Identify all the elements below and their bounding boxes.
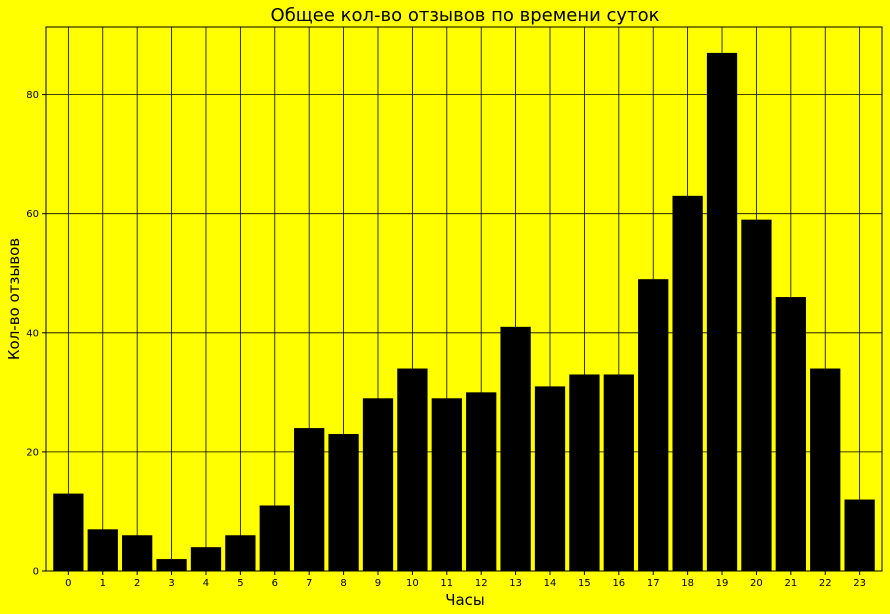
x-tick-label-23: 23 (853, 578, 866, 589)
x-tick-label-7: 7 (306, 578, 312, 589)
bar-hour-14 (534, 386, 566, 571)
x-axis: 0 1 2 3 4 5 6 7 8 9 10 11 12 13 14 15 16 17 18 19 20 21 22 23 (65, 571, 866, 589)
bar-hour-6 (259, 505, 290, 571)
x-tick-label-1: 1 (100, 578, 106, 589)
bars (53, 52, 875, 572)
bar-hour-12 (466, 392, 497, 571)
y-tick-label-60: 60 (26, 209, 39, 220)
bar-hour-9 (362, 398, 394, 571)
y-tick-label-20: 20 (26, 447, 39, 458)
y-axis: 0 20 40 60 80 (26, 90, 46, 578)
plot-frame (45, 26, 883, 572)
x-tick-label-17: 17 (647, 578, 660, 589)
x-tick-label-19: 19 (716, 578, 729, 589)
bar-hour-23 (844, 499, 875, 571)
x-tick-label-2: 2 (134, 578, 140, 589)
bar-hour-16 (603, 374, 634, 571)
x-axis-label: Часы (445, 591, 485, 609)
x-tick-label-16: 16 (612, 578, 625, 589)
bar-hour-17 (638, 279, 669, 571)
bar-hour-2 (122, 535, 153, 571)
bar-hour-10 (397, 368, 428, 571)
bar-hour-22 (810, 368, 841, 571)
bar-hour-21 (775, 297, 806, 571)
x-tick-label-21: 21 (784, 578, 797, 589)
x-tick-label-10: 10 (406, 578, 419, 589)
bar-hour-18 (672, 195, 703, 572)
bar-hour-20 (741, 219, 772, 571)
bar-hour-1 (87, 529, 118, 571)
y-tick-label-80: 80 (26, 90, 39, 101)
bar-hour-11 (431, 398, 462, 571)
x-tick-label-3: 3 (168, 578, 174, 589)
bar-hour-0 (53, 493, 84, 571)
y-tick-label-40: 40 (26, 328, 39, 339)
y-tick-label-0: 0 (33, 567, 39, 578)
x-tick-label-20: 20 (750, 578, 763, 589)
bar-hour-4 (190, 547, 222, 571)
x-tick-label-15: 15 (578, 578, 591, 589)
x-tick-label-12: 12 (475, 578, 488, 589)
x-tick-label-9: 9 (375, 578, 381, 589)
y-axis-label: Кол-во отзывов (5, 238, 23, 360)
bar-hour-7 (294, 428, 325, 571)
chart-title: Общее кол-во отзывов по времени суток (271, 5, 660, 26)
bar-hour-8 (328, 434, 359, 571)
x-tick-label-5: 5 (237, 578, 243, 589)
bar-hour-3 (156, 559, 187, 571)
x-tick-label-11: 11 (440, 578, 453, 589)
x-tick-label-0: 0 (65, 578, 71, 589)
x-tick-label-14: 14 (544, 578, 557, 589)
x-tick-label-6: 6 (272, 578, 278, 589)
bar-hour-19 (706, 52, 738, 571)
bar-hour-5 (225, 535, 256, 571)
x-tick-label-8: 8 (340, 578, 346, 589)
x-tick-label-22: 22 (819, 578, 832, 589)
x-tick-label-13: 13 (509, 578, 522, 589)
x-tick-label-4: 4 (203, 578, 209, 589)
bar-hour-15 (569, 374, 600, 571)
bar-hour-13 (500, 326, 531, 571)
x-tick-label-18: 18 (681, 578, 694, 589)
